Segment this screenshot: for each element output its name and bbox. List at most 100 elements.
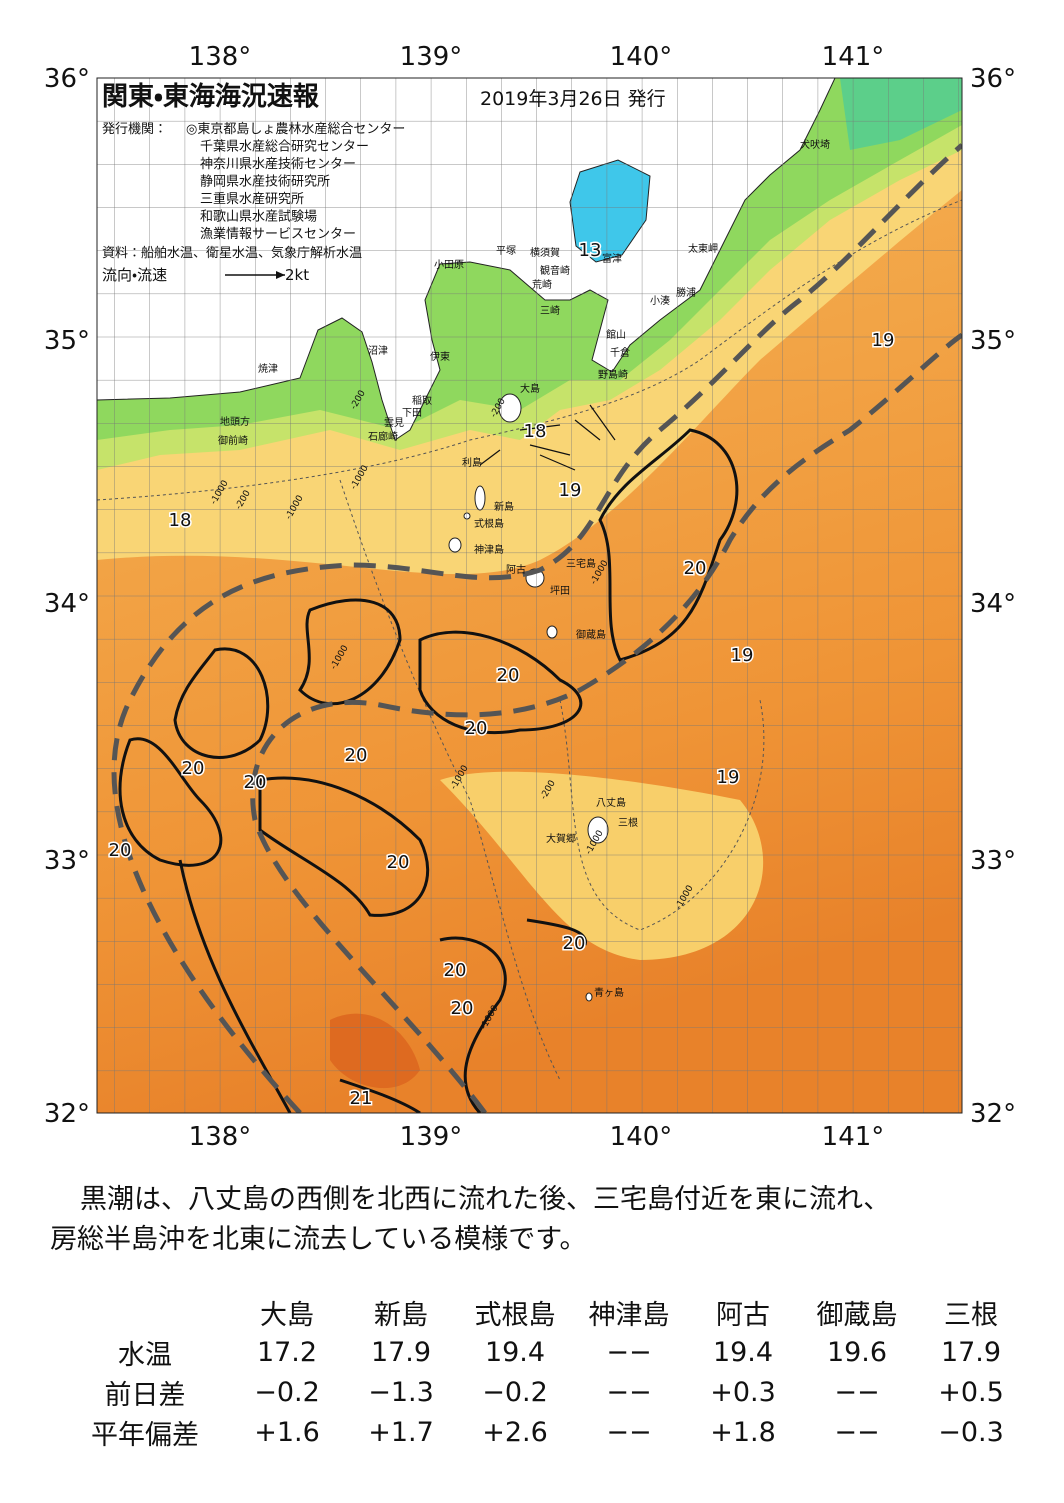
cell: +0.5: [938, 1376, 1004, 1408]
place-name: 三宅島: [566, 557, 596, 570]
islands: [448, 393, 609, 1002]
isotherm-label: 13: [579, 240, 602, 261]
lat-label: 34°: [44, 589, 90, 619]
isotherm: [439, 936, 507, 1113]
island: [474, 485, 486, 511]
table-row: 平年偏差 +1.6 +1.7 +2.6 −− +1.8 −− −0.3: [60, 1412, 1028, 1452]
issuer: 漁業情報サービスセンター: [200, 226, 356, 242]
land: [97, 78, 836, 441]
lat-label: 36°: [44, 64, 90, 94]
lat-label: 34°: [970, 589, 1016, 619]
place-name: 神津島: [474, 543, 504, 556]
observation-table: 大島 新島 式根島 神津島 阿古 御蔵島 三根 水温 17.2 17.9 19.4 −− 19.4 19.…: [60, 1292, 1028, 1452]
place-name: 新島: [494, 500, 514, 513]
place-name: 荒崎: [532, 278, 552, 291]
cell: +1.8: [710, 1416, 776, 1448]
description: 黒潮は、八丈島の西側を北西に流れた後、三宅島付近を東に流れ、 房総半島沖を北東に…: [50, 1180, 1050, 1260]
flow-arrows: [479, 404, 616, 471]
flow-arrow: [574, 419, 601, 441]
issuer: 三重県水産研究所: [200, 191, 304, 207]
title: 関東・東海海況速報: [102, 82, 320, 112]
isotherm-label: 21: [350, 1088, 373, 1109]
table-row: 前日差 −0.2 −1.3 −0.2 −− +0.3 −− +0.5: [60, 1372, 1028, 1412]
isotherm-label: 19: [559, 480, 582, 501]
issuer: 千葉県水産総合研究センター: [200, 139, 369, 155]
cell: 17.9: [940, 1336, 1002, 1368]
isotherm-label: 20: [244, 772, 267, 793]
flow-arrow: [479, 449, 501, 466]
island: [498, 393, 522, 423]
isotherm: [298, 598, 402, 706]
flow-label: 流向・流速: [102, 266, 167, 284]
cell: +2.6: [482, 1416, 548, 1448]
coastal-teal: [840, 78, 962, 150]
cell: +0.3: [710, 1376, 776, 1408]
cell: −−: [606, 1336, 652, 1368]
isotherm-label: 18: [169, 510, 192, 531]
isotherm-label: 19: [731, 645, 754, 666]
island: [587, 816, 609, 844]
source: 資料：船舶水温、衛星水温、気象庁解析水温: [102, 245, 362, 261]
map-body: [97, 78, 962, 1113]
date: 2019年3月26日 発行: [480, 88, 666, 110]
grid: [97, 78, 962, 1113]
cell: −−: [834, 1376, 880, 1408]
lon-label: 140°: [610, 1122, 673, 1152]
map-frame: [96, 77, 963, 1114]
place-name: 沼津: [368, 344, 388, 357]
cell: −−: [606, 1416, 652, 1448]
lon-label: 138°: [189, 1122, 252, 1152]
place-name: 三崎: [540, 304, 560, 317]
issuer-label: 発行機関：: [102, 122, 167, 137]
lon-label: 141°: [822, 42, 885, 72]
kuroshio-edge: [111, 143, 962, 1113]
column-header: 三根: [944, 1299, 998, 1331]
lon-label: 141°: [822, 1122, 885, 1152]
corner: [60, 1292, 230, 1332]
place-name: 八丈島: [596, 796, 626, 809]
place-name: 横須賀: [530, 246, 560, 259]
kuroshio: [111, 143, 962, 1113]
place-name: 千倉: [610, 347, 630, 359]
isotherm: [598, 428, 739, 662]
isotherm: [418, 630, 583, 735]
isotherm-label: 20: [444, 960, 467, 981]
isotherm-label: 20: [465, 718, 488, 739]
island: [585, 992, 593, 1002]
depth-contour: [97, 199, 962, 501]
issuer: 静岡県水産技術研究所: [200, 174, 330, 190]
cell: −0.3: [938, 1416, 1004, 1448]
lon-label: 139°: [400, 1122, 463, 1152]
row-label: 水温: [118, 1339, 172, 1371]
description-line: 房総半島沖を北東に流去している模様です。: [50, 1224, 587, 1255]
column-header: 式根島: [474, 1299, 556, 1331]
isotherm-label: 20: [563, 933, 586, 954]
place-name: 館山: [606, 328, 626, 341]
place-name: 小湊: [650, 294, 670, 307]
place-name: 観音崎: [540, 264, 570, 277]
place-name: 平塚: [496, 245, 516, 257]
place-name: 御蔵島: [576, 628, 606, 641]
island: [463, 512, 471, 520]
cell: −0.2: [482, 1376, 548, 1408]
cell: −1.3: [368, 1376, 434, 1408]
place-name: 地頭方: [220, 415, 250, 428]
isotherm: [258, 776, 430, 917]
isotherm-label: 20: [451, 998, 474, 1019]
warm-patch: [440, 771, 764, 960]
isotherm-label: 19: [717, 767, 740, 788]
hot-patch: [330, 1013, 420, 1089]
description-line: 黒潮は、八丈島の西側を北西に流れた後、三宅島付近を東に流れ、: [80, 1184, 891, 1215]
row-label: 前日差: [104, 1379, 186, 1411]
lat-label: 32°: [44, 1099, 90, 1129]
lon-label: 140°: [610, 42, 673, 72]
table-row: 水温 17.2 17.9 19.4 −− 19.4 19.6 17.9: [60, 1332, 1028, 1372]
lon-label: 139°: [400, 42, 463, 72]
column-header: 御蔵島: [816, 1299, 898, 1331]
place-name: 青ヶ島: [594, 986, 624, 999]
kuroshio-edge: [250, 332, 962, 1113]
cell: −−: [606, 1376, 652, 1408]
place-name: 阿古: [506, 563, 526, 576]
place-name: 下田: [402, 408, 422, 419]
